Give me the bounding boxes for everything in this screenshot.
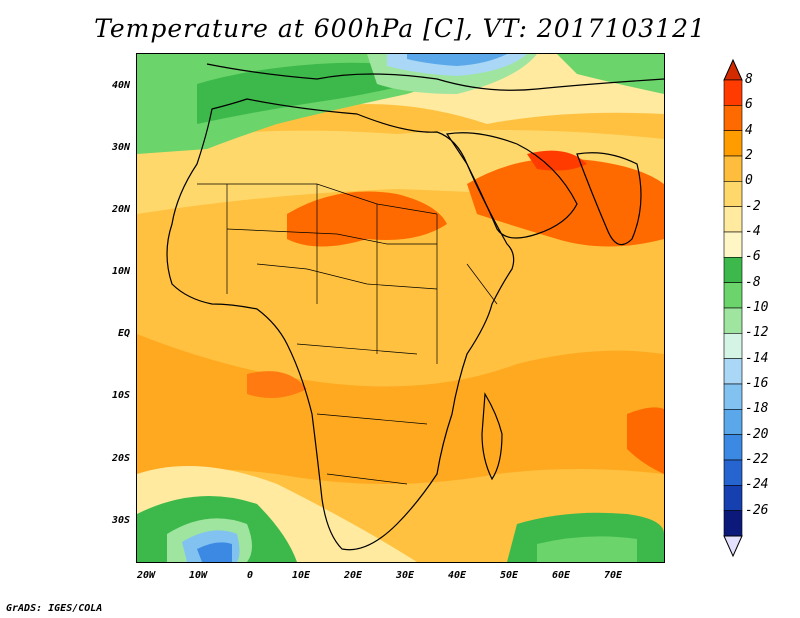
colorbar-swatch [723, 383, 743, 410]
grads-credit: GrADS: IGES/COLA [6, 603, 103, 614]
colorbar-swatch [723, 155, 743, 182]
colorbar-bottom-arrow [723, 535, 743, 558]
colorbar-label: -22 [745, 452, 769, 467]
field-mid-south [137, 334, 664, 484]
colorbar-label: 2 [745, 148, 753, 163]
colorbar-label: -16 [745, 376, 769, 391]
lat-label-10s: 10S [111, 390, 130, 401]
colorbar-swatch [723, 282, 743, 309]
colorbar-label: 4 [745, 122, 753, 138]
europe-coast [206, 63, 664, 91]
field-blue-deep-sw [197, 542, 232, 562]
colorbar-label: -2 [745, 198, 761, 214]
field-hot-atlantic [247, 371, 307, 398]
colorbar-swatch [723, 434, 743, 461]
field-hot-arabia [467, 158, 664, 247]
colorbar-swatch [723, 105, 743, 131]
madagascar-coast [481, 392, 503, 481]
colorbar-label: -20 [745, 426, 769, 442]
africa-coast [166, 98, 515, 551]
lon-label-0: 0 [246, 570, 254, 581]
lon-label-30e: 30E [395, 570, 415, 581]
colorbar-label: 6 [745, 97, 753, 113]
colorbar-label: -26 [745, 502, 769, 518]
field-blue-deep [407, 54, 507, 66]
colorbar-svg [723, 58, 743, 558]
colorbar-label: -18 [745, 401, 769, 417]
colorbar-label: -10 [745, 300, 769, 315]
colorbar [722, 58, 744, 562]
lon-label-70e: 70E [603, 570, 623, 581]
field-hot-sahara [287, 191, 447, 247]
colorbar-swatch [723, 231, 743, 258]
colorbar-swatch [723, 307, 743, 334]
field-hottest [527, 150, 587, 171]
arabia-coast [445, 132, 578, 239]
lon-label-10w: 10W [188, 570, 208, 581]
colorbar-swatch [723, 79, 743, 106]
field-hot-east [627, 407, 664, 474]
colorbar-top-arrow [723, 58, 743, 81]
colorbar-swatch [723, 130, 743, 157]
colorbar-label: 0 [745, 173, 753, 189]
lon-label-40e: 40E [447, 570, 467, 581]
lon-label-20w: 20W [136, 570, 156, 581]
colorbar-label: -14 [745, 350, 769, 366]
lat-label-30n: 30N [111, 142, 130, 153]
lon-label-50e: 50E [499, 570, 519, 581]
colorbar-swatch [723, 510, 743, 537]
lat-label-10n: 10N [111, 266, 130, 277]
country-borders [197, 183, 498, 485]
india-coast [576, 152, 642, 246]
lon-label-20e: 20E [343, 570, 363, 581]
colorbar-swatch [723, 257, 743, 283]
lon-label-10e: 10E [291, 570, 311, 581]
field-light-green-se [537, 536, 637, 562]
colorbar-swatch [723, 333, 743, 359]
colorbar-swatch [723, 206, 743, 233]
colorbar-label: -24 [745, 477, 769, 493]
chart-title: Temperature at 600hPa [C], VT: 201710312… [94, 14, 706, 43]
colorbar-label: -12 [745, 325, 769, 341]
colorbar-swatch [723, 409, 743, 435]
colorbar-label: -6 [745, 249, 761, 265]
lat-label-20s: 20S [111, 453, 130, 464]
colorbar-label: -8 [745, 274, 761, 290]
lon-label-60e: 60E [551, 570, 571, 581]
field-green-ne [557, 54, 664, 94]
colorbar-swatch [723, 485, 743, 511]
temperature-map [136, 53, 665, 563]
colorbar-swatch [723, 181, 743, 207]
colorbar-label: 8 [745, 72, 753, 87]
lat-label-30s: 30S [111, 515, 130, 526]
colorbar-swatch [723, 358, 743, 385]
lat-label-eq: EQ [117, 328, 130, 339]
colorbar-swatch [723, 459, 743, 486]
lat-label-20n: 20N [111, 204, 130, 215]
coastlines [166, 63, 664, 551]
colorbar-label: -4 [745, 224, 761, 239]
lat-label-40n: 40N [111, 80, 130, 91]
map-canvas [137, 54, 664, 562]
